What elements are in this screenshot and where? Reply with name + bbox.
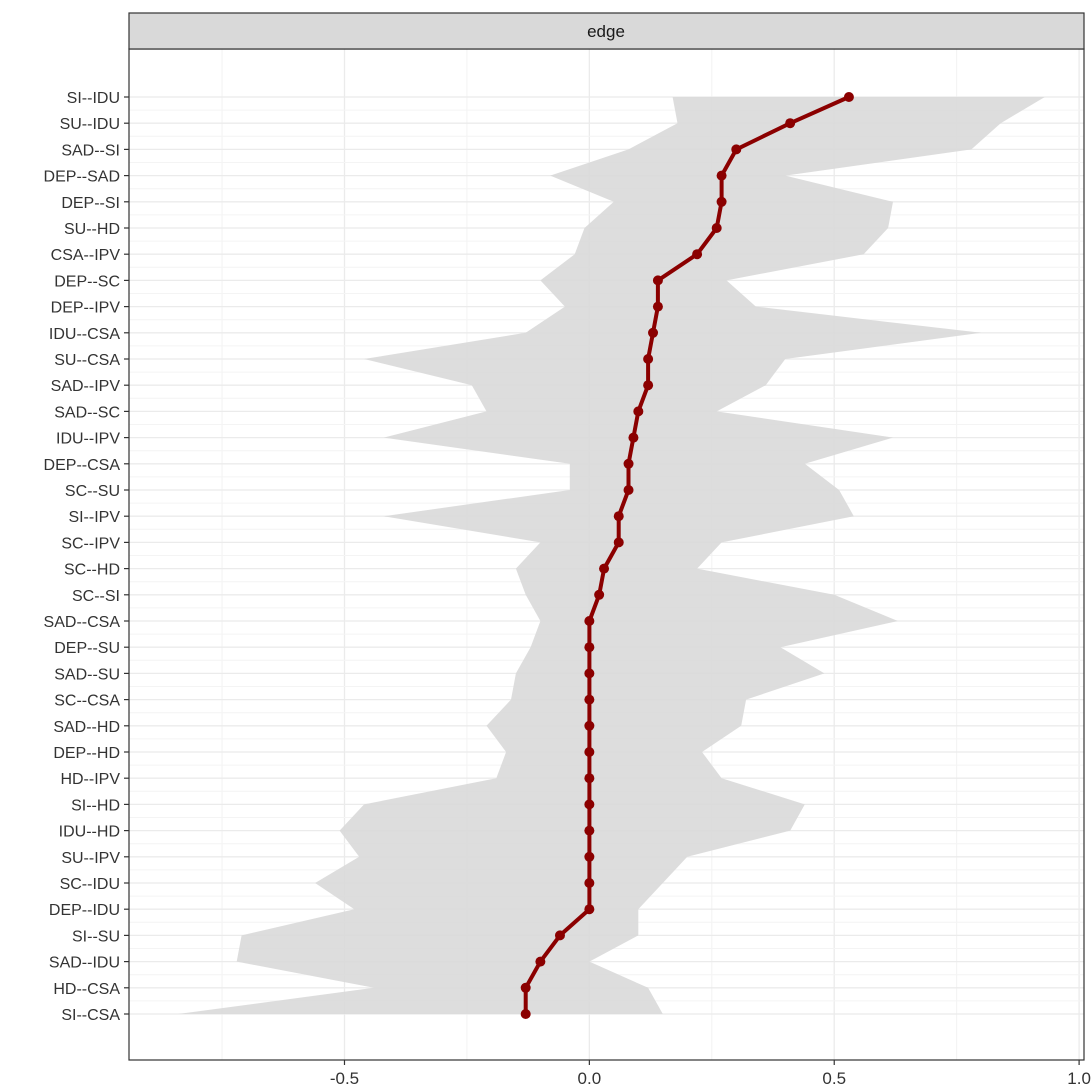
data-point: [520, 1009, 531, 1019]
data-point: [716, 170, 727, 181]
y-tick-label: SI--SU: [72, 928, 120, 945]
data-point: [584, 878, 595, 888]
data-point: [584, 904, 595, 915]
y-tick-label: SAD--IDU: [49, 955, 120, 972]
data-point: [643, 380, 654, 391]
y-tick-label: DEP--CSA: [44, 457, 121, 474]
data-point: [692, 249, 703, 260]
y-tick-label: DEP--HD: [53, 745, 120, 762]
y-tick-label: SI--IPV: [68, 509, 120, 526]
y-tick-label: SC--CSA: [54, 693, 120, 710]
y-tick-label: SI--IDU: [67, 90, 120, 107]
y-tick-label: SU--HD: [64, 221, 120, 238]
data-point: [584, 799, 595, 810]
data-point: [652, 275, 663, 286]
data-point: [584, 825, 595, 836]
y-tick-label: IDU--HD: [59, 824, 120, 841]
data-point: [520, 982, 531, 993]
y-tick-label: DEP--IDU: [49, 902, 120, 919]
data-point: [584, 851, 595, 862]
y-tick-label: SAD--CSA: [44, 614, 121, 631]
data-point: [584, 773, 595, 784]
data-point: [584, 747, 595, 757]
y-tick-label: SC--IDU: [60, 876, 120, 893]
data-point: [711, 223, 722, 233]
y-tick-label: SI--HD: [71, 797, 120, 814]
y-tick-label: SC--SU: [65, 483, 120, 500]
y-tick-label: DEP--SI: [61, 195, 120, 212]
x-axis-labels: -0.5 0.0 0.5 1.0: [330, 1060, 1091, 1088]
data-point: [716, 196, 727, 207]
y-tick-label: DEP--SC: [54, 273, 120, 290]
y-tick-label: SC--IPV: [61, 535, 120, 552]
y-tick-label: IDU--IPV: [56, 431, 120, 448]
data-point: [731, 144, 742, 155]
y-tick-label: SAD--SC: [54, 404, 120, 421]
data-point: [623, 458, 634, 469]
y-tick-label: HD--IPV: [60, 771, 120, 788]
data-point: [584, 616, 595, 626]
y-tick-label: DEP--SU: [54, 640, 120, 657]
y-tick-label: SAD--IPV: [51, 378, 121, 395]
data-point: [648, 327, 659, 338]
data-point: [652, 301, 663, 312]
data-point: [613, 537, 624, 548]
data-point: [584, 642, 595, 653]
y-tick-label: DEP--IPV: [51, 300, 121, 317]
y-tick-label: SU--CSA: [54, 352, 120, 369]
y-tick-label: SAD--HD: [53, 719, 120, 736]
data-point: [843, 92, 854, 102]
y-axis-labels: SI--IDU SU--IDU SAD--SI DEP--SAD DEP--SI SU--…: [44, 90, 129, 1024]
data-point: [554, 930, 565, 941]
data-point: [584, 694, 595, 705]
data-point: [535, 956, 546, 967]
x-tick-label: 0.0: [578, 1069, 602, 1088]
y-tick-label: SC--SI: [72, 588, 120, 605]
facet-strip-label: edge: [587, 22, 625, 41]
y-tick-label: SI--CSA: [61, 1007, 120, 1024]
y-tick-label: HD--CSA: [53, 981, 120, 998]
y-tick-label: CSA--IPV: [51, 247, 121, 264]
y-tick-label: SU--IPV: [61, 850, 120, 867]
data-point: [584, 720, 595, 731]
data-point: [785, 118, 796, 129]
data-point: [599, 563, 610, 574]
facet-strip: [128, 12, 1085, 50]
x-tick-label: 1.0: [1067, 1069, 1091, 1088]
data-point: [633, 406, 644, 417]
data-point: [613, 511, 624, 522]
y-tick-label: DEP--SAD: [44, 169, 120, 186]
y-tick-label: SC--HD: [64, 562, 120, 579]
data-point: [628, 432, 639, 443]
x-tick-label: -0.5: [330, 1069, 359, 1088]
y-tick-label: SU--IDU: [60, 116, 120, 133]
estimate-points: [520, 92, 854, 1019]
data-point: [584, 668, 595, 679]
y-tick-label: SAD--SU: [54, 666, 120, 683]
data-point: [623, 485, 634, 495]
data-point: [643, 354, 654, 364]
x-tick-label: 0.5: [822, 1069, 846, 1088]
y-tick-label: IDU--CSA: [49, 326, 120, 343]
data-point: [594, 589, 605, 600]
y-tick-label: SAD--SI: [61, 142, 120, 159]
